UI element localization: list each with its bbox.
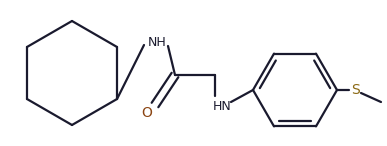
- Text: NH: NH: [148, 35, 167, 48]
- Text: O: O: [142, 106, 152, 120]
- Text: HN: HN: [213, 100, 232, 113]
- Text: S: S: [351, 83, 360, 97]
